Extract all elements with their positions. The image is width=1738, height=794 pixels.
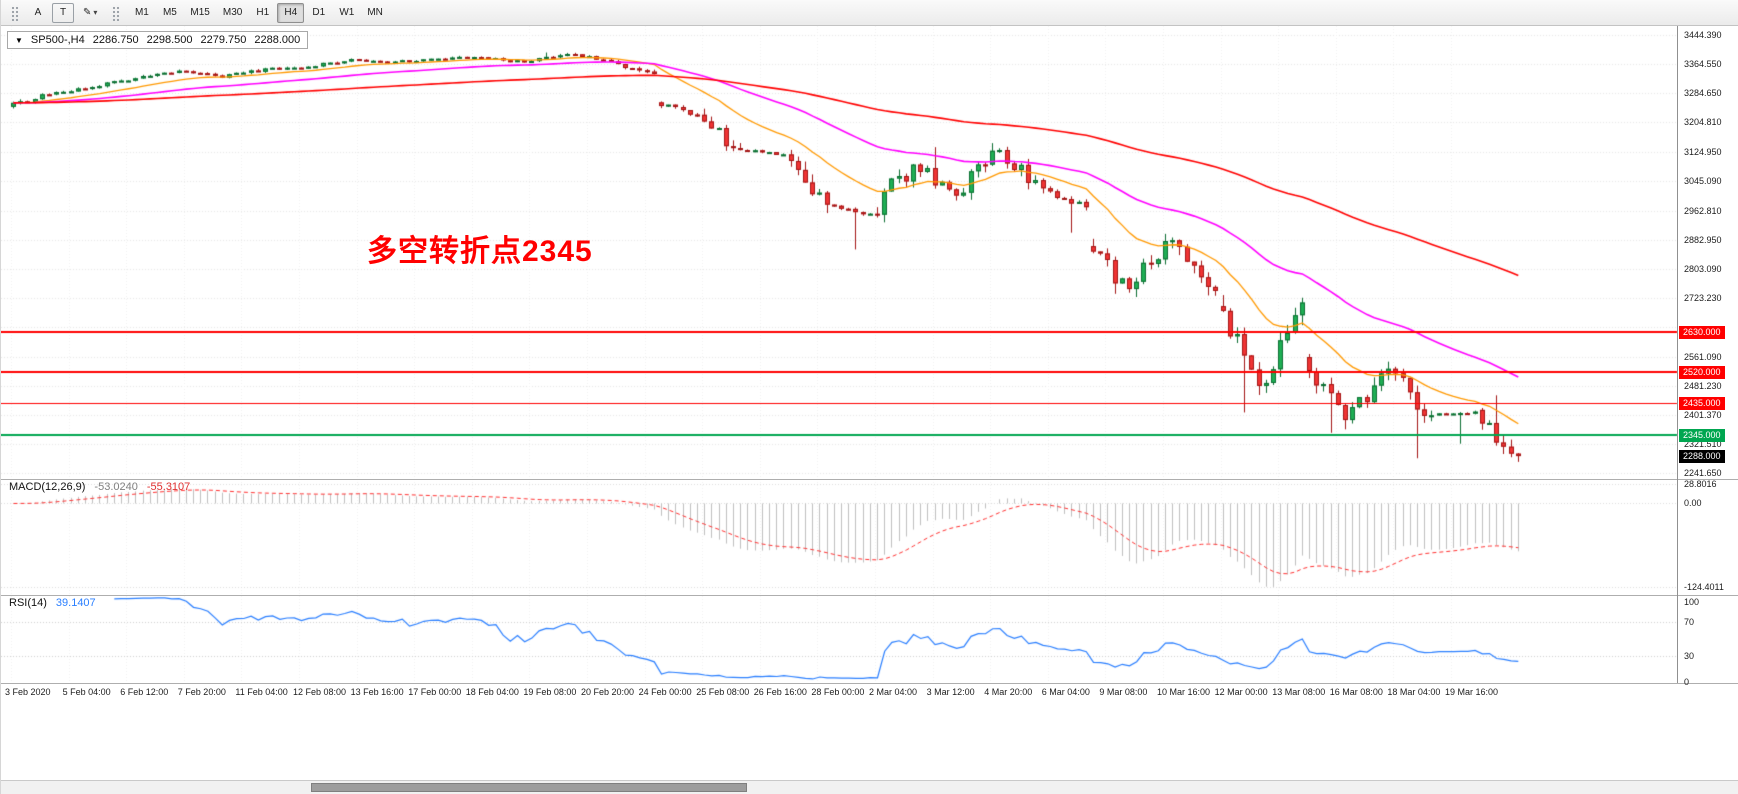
price-axis-label: 3124.950 [1684,146,1722,157]
date-axis-label: 20 Feb 20:00 [581,687,635,697]
timeframe-h1-button[interactable]: H1 [249,3,276,23]
timeframe-m15-button[interactable]: M15 [184,3,215,23]
price-axis-label: 2882.950 [1684,234,1722,245]
price-axis-label: 2723.230 [1684,292,1722,303]
rsi-value: 39.1407 [55,597,96,609]
toolbar-grip[interactable] [10,4,19,21]
scrollbar-thumb[interactable] [311,783,747,792]
macd-main-value: -53.0240 [94,481,138,493]
level-price-tag: 2630.000 [1679,325,1725,339]
rsi-label: RSI(14) [9,597,47,609]
date-axis-label: 19 Mar 16:00 [1445,687,1499,697]
rsi-axis-label: 0 [1684,677,1690,687]
level-price-tag: 2520.000 [1679,365,1725,379]
date-axis-label: 9 Mar 08:00 [1099,687,1148,697]
date-axis-label: 11 Feb 04:00 [235,687,288,697]
high-value: 2298.500 [146,34,193,46]
price-axis-label: 2401.370 [1684,409,1722,420]
label-tool-button[interactable]: A [27,3,49,23]
date-axis-label: 6 Mar 04:00 [1041,687,1090,697]
price-axis-label: 2481.230 [1684,380,1722,391]
date-axis-label: 5 Feb 04:00 [62,687,111,697]
date-axis-label: 10 Mar 16:00 [1157,687,1211,697]
date-axis-label: 24 Feb 00:00 [638,687,692,697]
horizontal-scrollbar[interactable] [1,780,1738,794]
timeframe-w1-button[interactable]: W1 [333,3,360,23]
panel-separator [1,683,1738,684]
panel-separator[interactable] [1,479,1738,480]
price-axis-label: 2803.090 [1684,263,1722,274]
chart-annotation-text[interactable]: 多空转折点2345 [367,235,593,268]
drawing-tool-button[interactable]: ✎ ▾ [77,3,103,23]
date-axis-label: 12 Mar 00:00 [1214,687,1268,697]
rsi-axis-label: 70 [1684,616,1695,627]
timeframe-m5-button[interactable]: M5 [156,3,183,23]
price-axis-label: 3284.650 [1684,88,1722,99]
date-axis-label: 3 Mar 12:00 [926,687,975,697]
date-axis-label: 6 Feb 12:00 [120,687,169,697]
open-value: 2286.750 [92,34,139,46]
date-axis-label: 26 Feb 16:00 [753,687,807,697]
date-axis-label: 7 Feb 20:00 [177,687,226,697]
price-axis-label: 2561.090 [1684,351,1722,362]
date-axis-label: 3 Feb 2020 [5,687,51,697]
macd-signal-value: -55.3107 [146,481,191,493]
date-axis-label: 16 Mar 08:00 [1329,687,1383,697]
low-value: 2279.750 [200,34,247,46]
price-axis-label: 2321.510 [1684,438,1722,449]
price-axis-label: 3204.810 [1684,117,1722,128]
timeframe-m1-button[interactable]: M1 [128,3,155,23]
rsi-axis-label: 100 [1684,597,1700,607]
chart-ohlc-header: ▼ SP500-,H4 2286.750 2298.500 2279.750 2… [7,31,309,49]
price-axis-label: 3364.550 [1684,59,1722,70]
price-axis-border [1677,26,1678,683]
text-tool-button[interactable]: T [52,2,74,23]
macd-panel-title: MACD(12,26,9) -53.0240 -55.3107 [9,481,190,493]
macd-axis-label: -124.4011 [1684,581,1724,592]
timeframe-h4-button[interactable]: H4 [277,2,305,23]
date-axis-label: 13 Mar 08:00 [1272,687,1326,697]
date-axis-label: 17 Feb 00:00 [408,687,462,697]
date-axis-label: 13 Feb 16:00 [350,687,404,697]
date-axis-label: 28 Feb 00:00 [811,687,865,697]
collapse-icon[interactable]: ▼ [15,35,23,45]
date-axis-label: 18 Mar 04:00 [1387,687,1441,697]
date-axis-label: 2 Mar 04:00 [869,687,918,697]
timeframe-d1-button[interactable]: D1 [305,3,332,23]
rsi-axis-label: 30 [1684,651,1695,662]
level-price-tag: 2345.000 [1679,429,1725,443]
symbol-label: SP500-,H4 [30,34,85,46]
chevron-down-icon: ▾ [93,8,98,17]
timeframe-mn-button[interactable]: MN [361,3,389,23]
price-axis-label: 3045.090 [1684,175,1722,186]
toolbar: A T ✎ ▾ M1 M5 M15 M30 H1 H4 D1 W1 MN [1,0,1738,26]
timeframe-group: M1 M5 M15 M30 H1 H4 D1 W1 MN [128,2,389,23]
toolbar-grip[interactable] [111,4,121,21]
price-axis-label: 2241.650 [1684,467,1722,478]
date-axis-label: 19 Feb 08:00 [523,687,577,697]
macd-axis-label: 0.00 [1684,498,1702,509]
close-value: 2288.000 [254,34,301,46]
date-axis-label: 12 Feb 08:00 [293,687,347,697]
rsi-panel-title: RSI(14) 39.1407 [9,597,96,609]
level-price-tag: 2435.000 [1679,396,1725,410]
price-axis-label: 2962.810 [1684,205,1722,216]
date-axis-label: 18 Feb 04:00 [465,687,519,697]
macd-axis-label: 28.8016 [1684,479,1717,490]
panel-separator[interactable] [1,595,1738,596]
timeframe-m30-button[interactable]: M30 [217,3,248,23]
pencil-icon: ✎ [83,7,92,18]
date-axis-label: 4 Mar 20:00 [984,687,1033,697]
macd-label: MACD(12,26,9) [9,481,86,493]
current-price-tag: 2288.000 [1679,450,1725,464]
price-axis-label: 3444.390 [1684,30,1722,41]
date-axis-label: 25 Feb 08:00 [696,687,750,697]
